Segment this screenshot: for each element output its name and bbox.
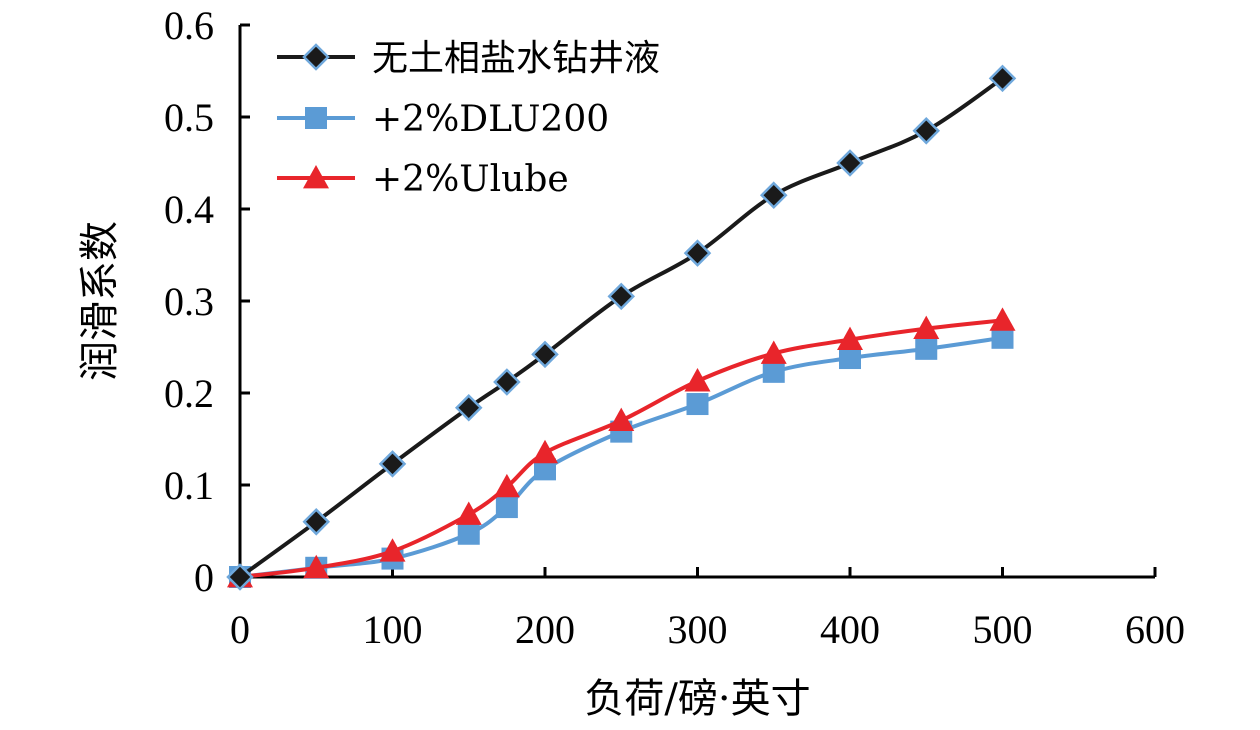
legend-marker: [303, 165, 329, 189]
series-layer: [226, 64, 1017, 591]
x-tick-label: 100: [363, 607, 423, 652]
series-line: [239, 335, 1003, 579]
data-point: [988, 64, 1017, 93]
y-tick-label: 0: [194, 555, 214, 600]
x-tick-label: 600: [1125, 607, 1185, 652]
data-point: [303, 554, 330, 579]
data-point: [226, 563, 254, 591]
y-tick-label: 0.4: [164, 187, 214, 232]
series-1: [229, 326, 1014, 588]
x-tick-label: 200: [515, 607, 575, 652]
data-point: [378, 450, 407, 478]
data-point: [493, 368, 521, 396]
y-tick-label: 0.2: [164, 371, 214, 416]
legend-item: +2%DLU200: [277, 99, 609, 140]
data-point: [455, 501, 482, 525]
data-point: [915, 337, 938, 360]
series-0: [226, 64, 1017, 591]
data-point: [762, 360, 785, 383]
y-tick-label: 0.5: [164, 95, 214, 140]
data-point: [759, 181, 788, 209]
series-line: [239, 318, 1003, 579]
y-axis-label: 润滑系数: [77, 221, 123, 381]
legend-label: +2%Ulube: [372, 159, 569, 200]
data-point: [836, 149, 864, 177]
legend: 无土相盐水钻井液 +2%DLU200 +2%Ulube: [277, 38, 660, 200]
series-line: [238, 76, 1004, 579]
data-point: [991, 326, 1014, 349]
x-tick-label: 0: [230, 607, 250, 652]
axes: 0 100 200 300 400 500 600 0 0.1 0.2 0.3 0.4 0.5 0.6: [164, 3, 1185, 652]
data-point: [493, 473, 520, 498]
series-2: [227, 307, 1016, 588]
data-point: [457, 522, 480, 545]
data-point: [454, 393, 483, 422]
x-tick-label: 300: [668, 607, 728, 652]
data-point: [531, 340, 559, 369]
x-tick-label: 400: [820, 607, 880, 652]
data-point: [839, 347, 861, 370]
data-point: [837, 326, 863, 351]
data-point: [760, 340, 787, 364]
x-axis-label: 负荷/磅·英寸: [584, 676, 810, 722]
legend-item: 无土相盐水钻井液: [277, 38, 660, 79]
data-point: [302, 508, 331, 536]
legend-label: +2%DLU200: [372, 99, 609, 140]
data-point: [989, 307, 1016, 331]
data-point: [913, 315, 940, 339]
y-tick-label: 0.1: [164, 463, 214, 508]
data-point: [379, 538, 406, 562]
x-tick-label: 500: [973, 607, 1033, 652]
data-point: [912, 117, 941, 145]
legend-marker: [302, 43, 330, 71]
legend-item: +2%Ulube: [277, 159, 569, 200]
data-point: [684, 368, 711, 392]
x-axis-ticks: 0 100 200 300 400 500 600: [230, 567, 1185, 652]
data-point: [534, 458, 556, 481]
y-axis-ticks: 0 0.1 0.2 0.3 0.4 0.5 0.6: [164, 3, 250, 600]
data-point: [532, 439, 558, 464]
data-point: [607, 282, 636, 311]
legend-label: 无土相盐水钻井液: [372, 38, 660, 79]
data-point: [683, 239, 712, 267]
data-point: [495, 496, 518, 519]
y-tick-label: 0.6: [164, 3, 214, 48]
legend-marker: [305, 107, 327, 129]
y-tick-label: 0.3: [164, 279, 214, 324]
data-point: [608, 407, 635, 431]
data-point: [686, 393, 709, 416]
